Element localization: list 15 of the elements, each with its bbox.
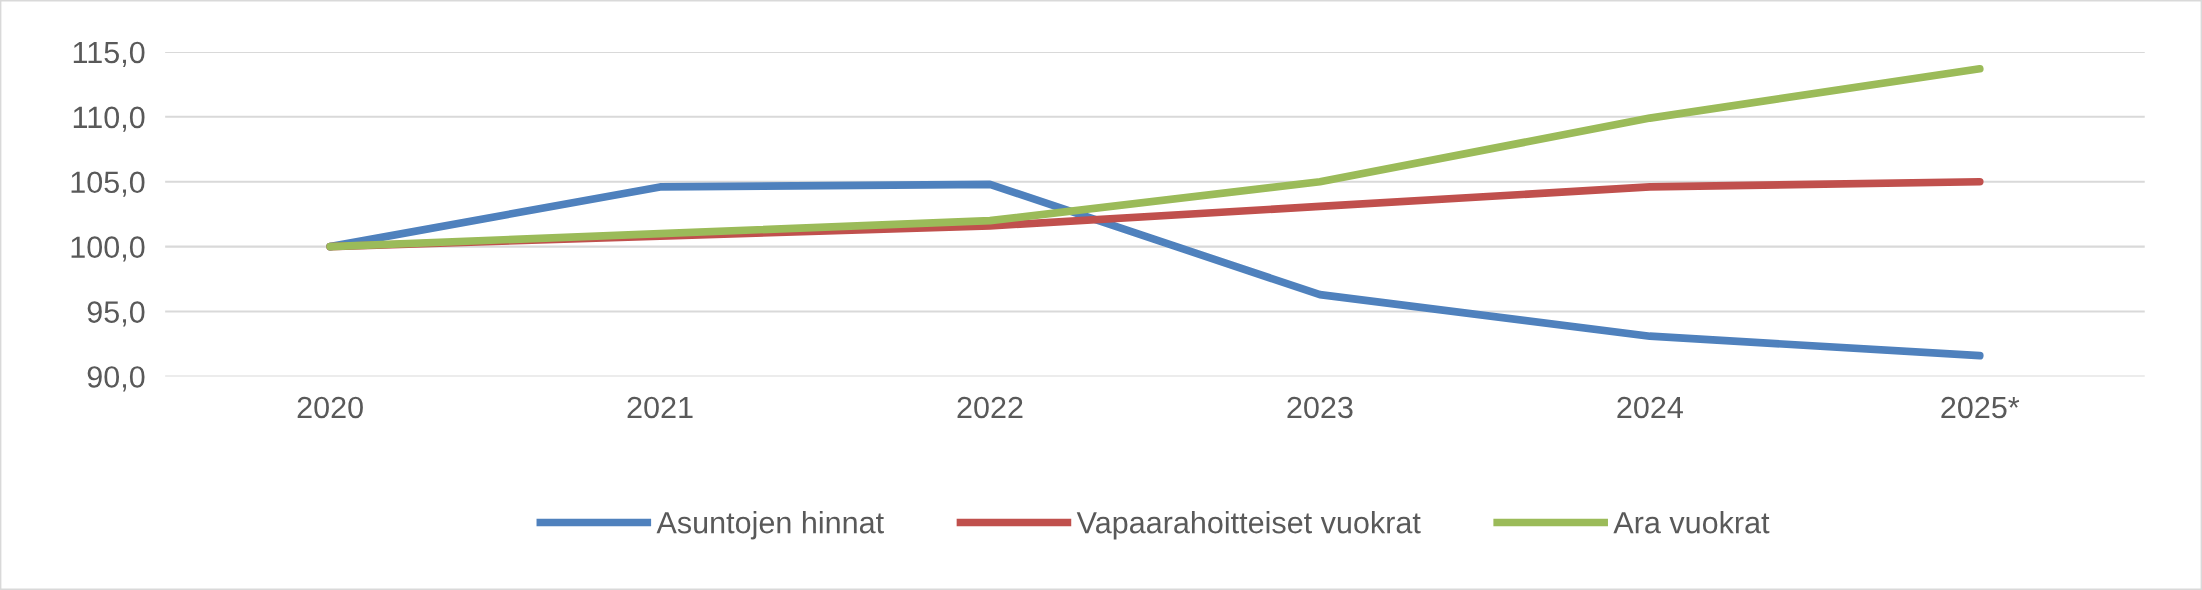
y-tick-label: 100,0 xyxy=(71,236,145,262)
x-tick-label: 2025* xyxy=(1941,396,2020,419)
y-tick-label: 115,0 xyxy=(73,41,145,67)
x-tick-label: 2020 xyxy=(297,396,363,419)
legend-label: Vapaarahoitteiset vuokrat xyxy=(1076,511,1421,540)
y-tick-label: 90,0 xyxy=(87,366,145,392)
x-tick-label: 2024 xyxy=(1617,396,1683,419)
legend-label: Ara vuokrat xyxy=(1613,511,1770,534)
y-tick-label: 105,0 xyxy=(71,171,145,197)
x-tick-label: 2023 xyxy=(1287,396,1353,419)
x-tick-label: 2022 xyxy=(957,396,1023,419)
legend-label: Asuntojen hinnat xyxy=(656,511,884,540)
y-tick-label: 95,0 xyxy=(87,301,145,327)
x-tick-label: 2021 xyxy=(627,396,693,419)
y-tick-label: 110,0 xyxy=(73,106,145,132)
